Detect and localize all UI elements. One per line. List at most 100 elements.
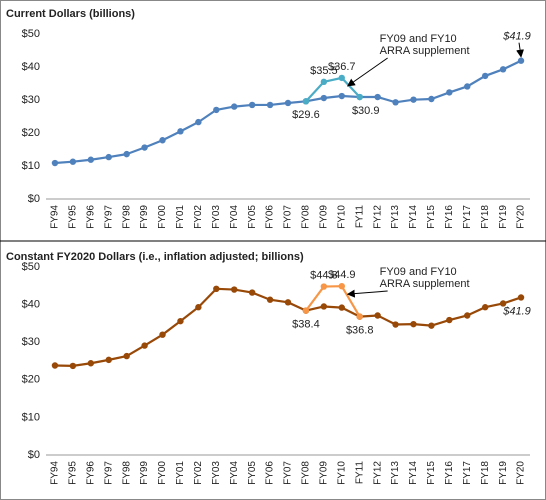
data-label: $41.9 <box>502 31 531 43</box>
chart-title: Constant FY2020 Dollars (i.e., inflation… <box>6 251 304 263</box>
point <box>320 303 328 310</box>
x-tick-label: FY08 <box>301 461 312 485</box>
x-tick-label: FY03 <box>211 205 222 229</box>
x-tick-label: FY16 <box>444 461 455 485</box>
x-tick-label: FY00 <box>157 461 168 485</box>
point <box>338 92 345 100</box>
point <box>213 106 220 114</box>
x-tick-label: FY09 <box>318 205 329 229</box>
x-tick-label: FY15 <box>426 205 437 229</box>
point <box>69 158 77 165</box>
point <box>105 356 112 364</box>
x-tick-label: FY10 <box>336 461 347 485</box>
point <box>105 153 112 161</box>
x-tick-label: FY13 <box>390 205 401 229</box>
point <box>517 57 525 64</box>
x-tick-label: FY13 <box>390 461 401 485</box>
point <box>499 66 507 73</box>
x-tick-label: FY99 <box>139 461 150 485</box>
data-label: $36.7 <box>328 61 356 73</box>
point <box>499 300 507 307</box>
y-tick-label: $10 <box>22 160 40 172</box>
data-label: $35.5 <box>310 65 338 77</box>
data-label: $44.8 <box>310 269 338 281</box>
point <box>338 304 345 311</box>
x-tick-label: FY12 <box>372 205 383 229</box>
chart-title: Current Dollars (billions) <box>6 8 135 20</box>
point <box>177 317 184 325</box>
point <box>464 83 471 90</box>
y-tick-label: $10 <box>22 411 40 423</box>
point <box>338 74 345 82</box>
data-label: $41.9 <box>502 305 531 317</box>
point <box>266 296 274 303</box>
point <box>159 137 166 144</box>
y-tick-label: $30 <box>22 94 40 106</box>
point <box>428 322 435 329</box>
point <box>87 156 95 163</box>
point <box>177 128 184 135</box>
x-tick-label: FY14 <box>408 205 419 229</box>
y-tick-label: $50 <box>22 28 40 40</box>
x-tick-label: FY11 <box>354 461 365 485</box>
annotation-arrow <box>346 289 388 298</box>
point <box>51 159 59 167</box>
y-tick-label: $40 <box>22 299 40 311</box>
point <box>392 99 399 106</box>
data-label: $44.9 <box>328 269 356 281</box>
point <box>356 313 363 320</box>
point <box>141 144 148 151</box>
y-tick-label: $20 <box>22 127 40 139</box>
y-tick-label: $0 <box>28 449 40 461</box>
x-tick-label: FY98 <box>121 205 132 229</box>
x-tick-label: FY08 <box>301 205 312 229</box>
x-tick-label: FY99 <box>139 205 150 229</box>
x-tick-label: FY04 <box>229 461 240 485</box>
x-tick-label: FY17 <box>462 205 473 229</box>
point <box>481 304 489 311</box>
x-tick-label: FY16 <box>444 205 455 229</box>
annotation-arrow <box>346 57 388 87</box>
point <box>320 283 328 290</box>
point <box>464 312 471 319</box>
x-tick-label: FY96 <box>85 205 96 229</box>
point <box>213 285 220 293</box>
x-tick-label: FY06 <box>265 461 276 485</box>
y-tick-label: $50 <box>22 261 40 273</box>
x-tick-label: FY18 <box>480 205 491 229</box>
x-tick-label: FY97 <box>103 205 114 229</box>
x-tick-label: FY97 <box>103 461 114 485</box>
annotation: ARRA supplement <box>380 278 470 290</box>
x-tick-label: FY18 <box>480 461 491 485</box>
x-tick-label: FY95 <box>68 205 79 229</box>
data-label: $38.4 <box>292 319 320 331</box>
point <box>123 150 130 158</box>
point <box>410 96 417 103</box>
x-tick-label: FY05 <box>247 205 258 229</box>
data-label: $36.8 <box>346 325 374 337</box>
label-arrow <box>516 42 525 58</box>
y-tick-label: $0 <box>28 193 40 205</box>
data-label: $30.9 <box>352 105 380 117</box>
x-tick-label: FY20 <box>516 205 527 229</box>
point <box>446 316 453 324</box>
point <box>481 72 489 80</box>
y-tick-label: $30 <box>22 336 40 348</box>
x-tick-label: FY96 <box>85 461 96 485</box>
x-tick-label: FY02 <box>193 461 204 485</box>
x-tick-label: FY12 <box>372 461 383 485</box>
point <box>356 93 363 101</box>
x-tick-label: FY19 <box>498 205 509 229</box>
point <box>248 289 256 296</box>
point <box>302 98 310 105</box>
annotation: ARRA supplement <box>380 45 470 57</box>
point <box>284 299 292 306</box>
point <box>266 101 274 109</box>
point <box>428 95 435 103</box>
x-tick-label: FY09 <box>318 461 329 485</box>
x-tick-label: FY94 <box>50 461 61 485</box>
point <box>302 307 310 314</box>
point <box>141 342 148 349</box>
point <box>87 360 95 367</box>
